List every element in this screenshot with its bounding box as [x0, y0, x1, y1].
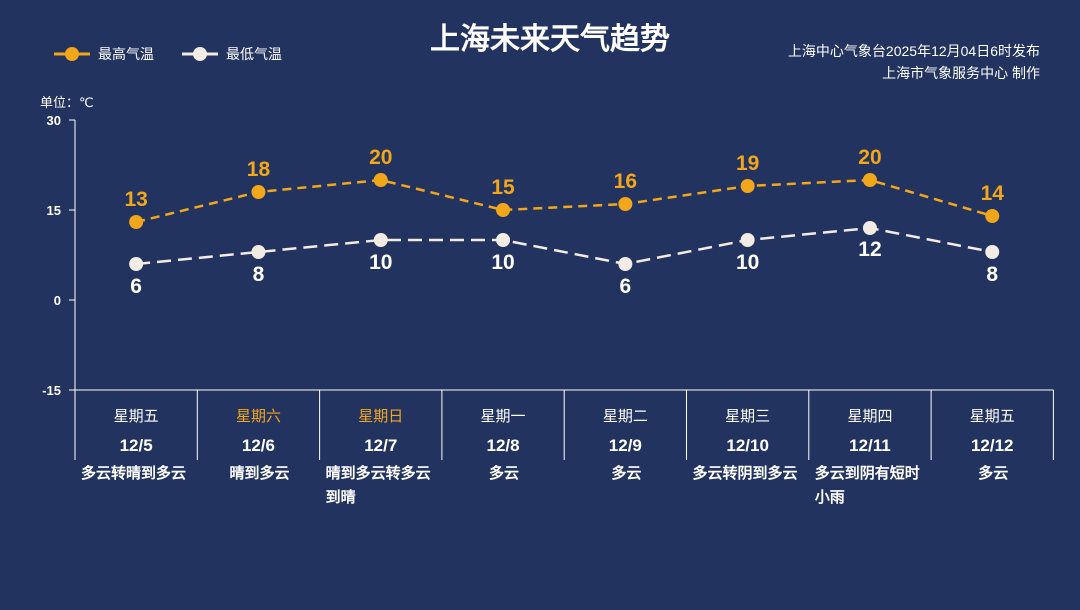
data-point [129, 257, 144, 271]
weekday-label: 星期日 [358, 408, 403, 425]
weekday-label: 星期一 [481, 408, 526, 425]
source-line-1: 上海中心气象台2025年12月04日6时发布 [787, 43, 1040, 59]
weekday-label: 星期五 [970, 408, 1015, 425]
data-point [985, 209, 1000, 223]
weather-text: 晴到多云转多云到晴 [325, 465, 431, 506]
data-label: 8 [986, 263, 998, 286]
data-label: 18 [247, 158, 271, 181]
legend: 最高气温 最低气温 [54, 44, 282, 64]
y-tick-label: 0 [54, 293, 61, 308]
data-label: 8 [253, 263, 265, 286]
date-label: 12/9 [609, 436, 642, 455]
data-label: 20 [369, 146, 392, 169]
data-point [740, 233, 755, 247]
data-point [496, 203, 511, 217]
weather-text: 多云转阴到多云 [692, 465, 798, 482]
legend-high-marker [54, 47, 90, 61]
data-label: 15 [491, 176, 515, 199]
legend-high: 最高气温 [54, 44, 154, 64]
y-tick-label: 15 [47, 203, 61, 218]
data-point [740, 179, 755, 193]
weather-text: 晴到多云 [229, 465, 290, 482]
date-label: 12/5 [120, 436, 153, 455]
data-point [618, 257, 633, 271]
weekday-label: 星期四 [847, 408, 892, 425]
date-label: 12/7 [364, 436, 397, 455]
data-point [373, 173, 388, 187]
legend-high-label: 最高气温 [98, 46, 154, 62]
date-label: 12/11 [849, 436, 891, 455]
series-line-low [136, 226, 993, 266]
data-label: 13 [124, 188, 147, 211]
y-tick-label: 30 [47, 113, 61, 128]
data-label: 6 [130, 275, 142, 298]
weather-text: 多云 [611, 465, 642, 482]
source-info: 上海中心气象台2025年12月04日6时发布 上海市气象服务中心 制作 [788, 40, 1040, 84]
weather-text: 多云 [978, 465, 1009, 482]
legend-low-marker [182, 47, 218, 61]
date-label: 12/12 [971, 436, 1014, 455]
date-label: 12/6 [242, 436, 275, 455]
weekday-label: 星期二 [603, 408, 648, 425]
data-point [862, 173, 877, 187]
data-point [251, 185, 266, 199]
source-line-2: 上海市气象服务中心 制作 [882, 65, 1040, 81]
data-point [129, 215, 144, 229]
legend-low-label: 最低气温 [226, 46, 282, 62]
weather-text: 多云到阴有短时小雨 [814, 465, 920, 506]
data-point [985, 245, 1000, 259]
data-point [862, 221, 877, 235]
weekday-label: 星期三 [725, 408, 770, 425]
data-label: 19 [736, 152, 759, 175]
data-point [618, 197, 633, 211]
y-axis-unit: 单位：℃ [40, 95, 94, 110]
data-label: 10 [491, 251, 514, 274]
weekday-label: 星期六 [236, 408, 281, 425]
date-label: 12/8 [487, 436, 520, 455]
data-label: 10 [369, 251, 392, 274]
legend-low: 最低气温 [182, 44, 282, 64]
data-point [251, 245, 266, 259]
chart-title: 上海未来天气趋势 [430, 23, 670, 56]
date-label: 12/10 [726, 436, 769, 455]
data-label: 16 [614, 170, 637, 193]
data-point [496, 233, 511, 247]
data-label: 14 [981, 182, 1005, 205]
data-point [373, 233, 388, 247]
series-line-high [135, 178, 993, 224]
data-label: 6 [620, 275, 632, 298]
y-tick-label: -15 [42, 383, 61, 398]
weather-text: 多云转晴到多云 [81, 465, 187, 482]
weather-text: 多云 [489, 465, 520, 482]
data-label: 12 [858, 238, 881, 261]
weekday-label: 星期五 [114, 408, 159, 425]
data-label: 10 [736, 251, 759, 274]
data-label: 20 [858, 146, 881, 169]
